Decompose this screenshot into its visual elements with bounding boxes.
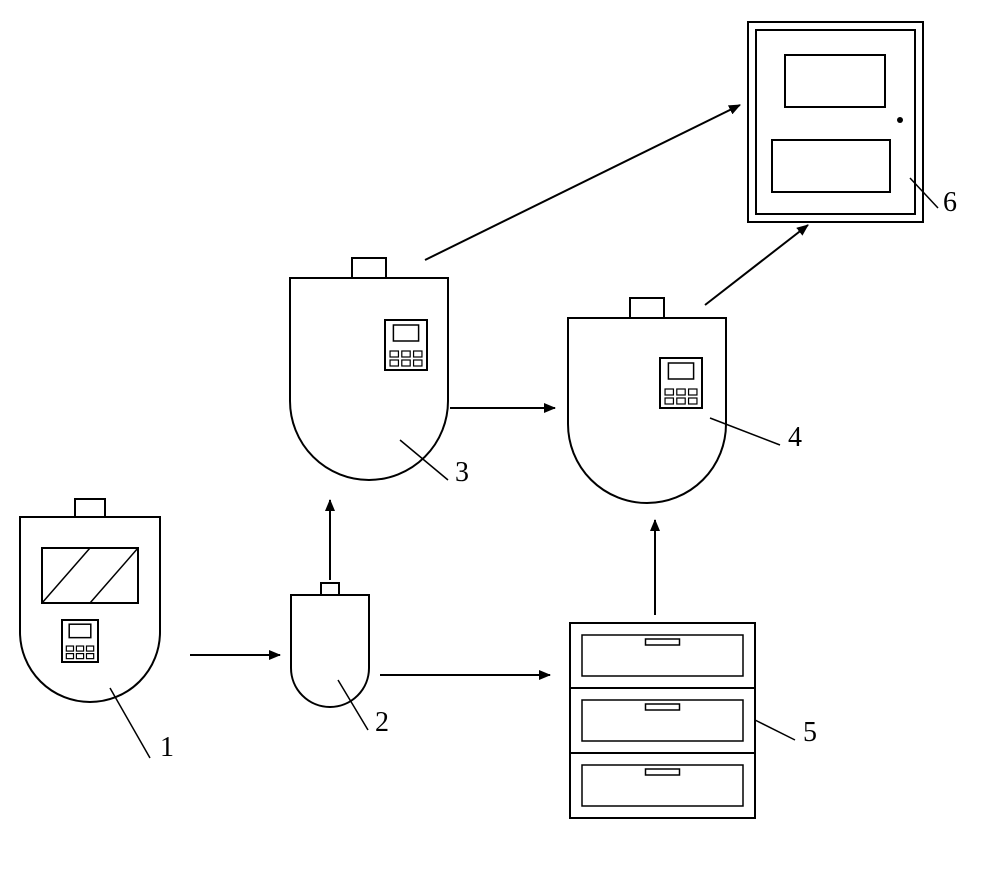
node-n4 [568, 298, 726, 503]
label-5: 5 [803, 717, 817, 749]
node-n6 [748, 22, 923, 222]
leader-n4 [710, 418, 780, 445]
node-n2 [291, 583, 369, 707]
leader-n1 [110, 688, 150, 758]
label-1: 1 [160, 732, 174, 764]
label-2: 2 [375, 707, 389, 739]
label-3: 3 [455, 457, 469, 489]
edge-e3-6 [425, 105, 740, 260]
label-4: 4 [788, 422, 802, 454]
label-6: 6 [943, 187, 957, 219]
node-n1 [20, 499, 160, 702]
leader-n5 [755, 720, 795, 740]
leader-n3 [400, 440, 448, 480]
edge-e4-6 [705, 225, 808, 305]
node-n3 [290, 258, 448, 480]
diagram [0, 0, 1000, 871]
node-n5 [570, 623, 755, 818]
